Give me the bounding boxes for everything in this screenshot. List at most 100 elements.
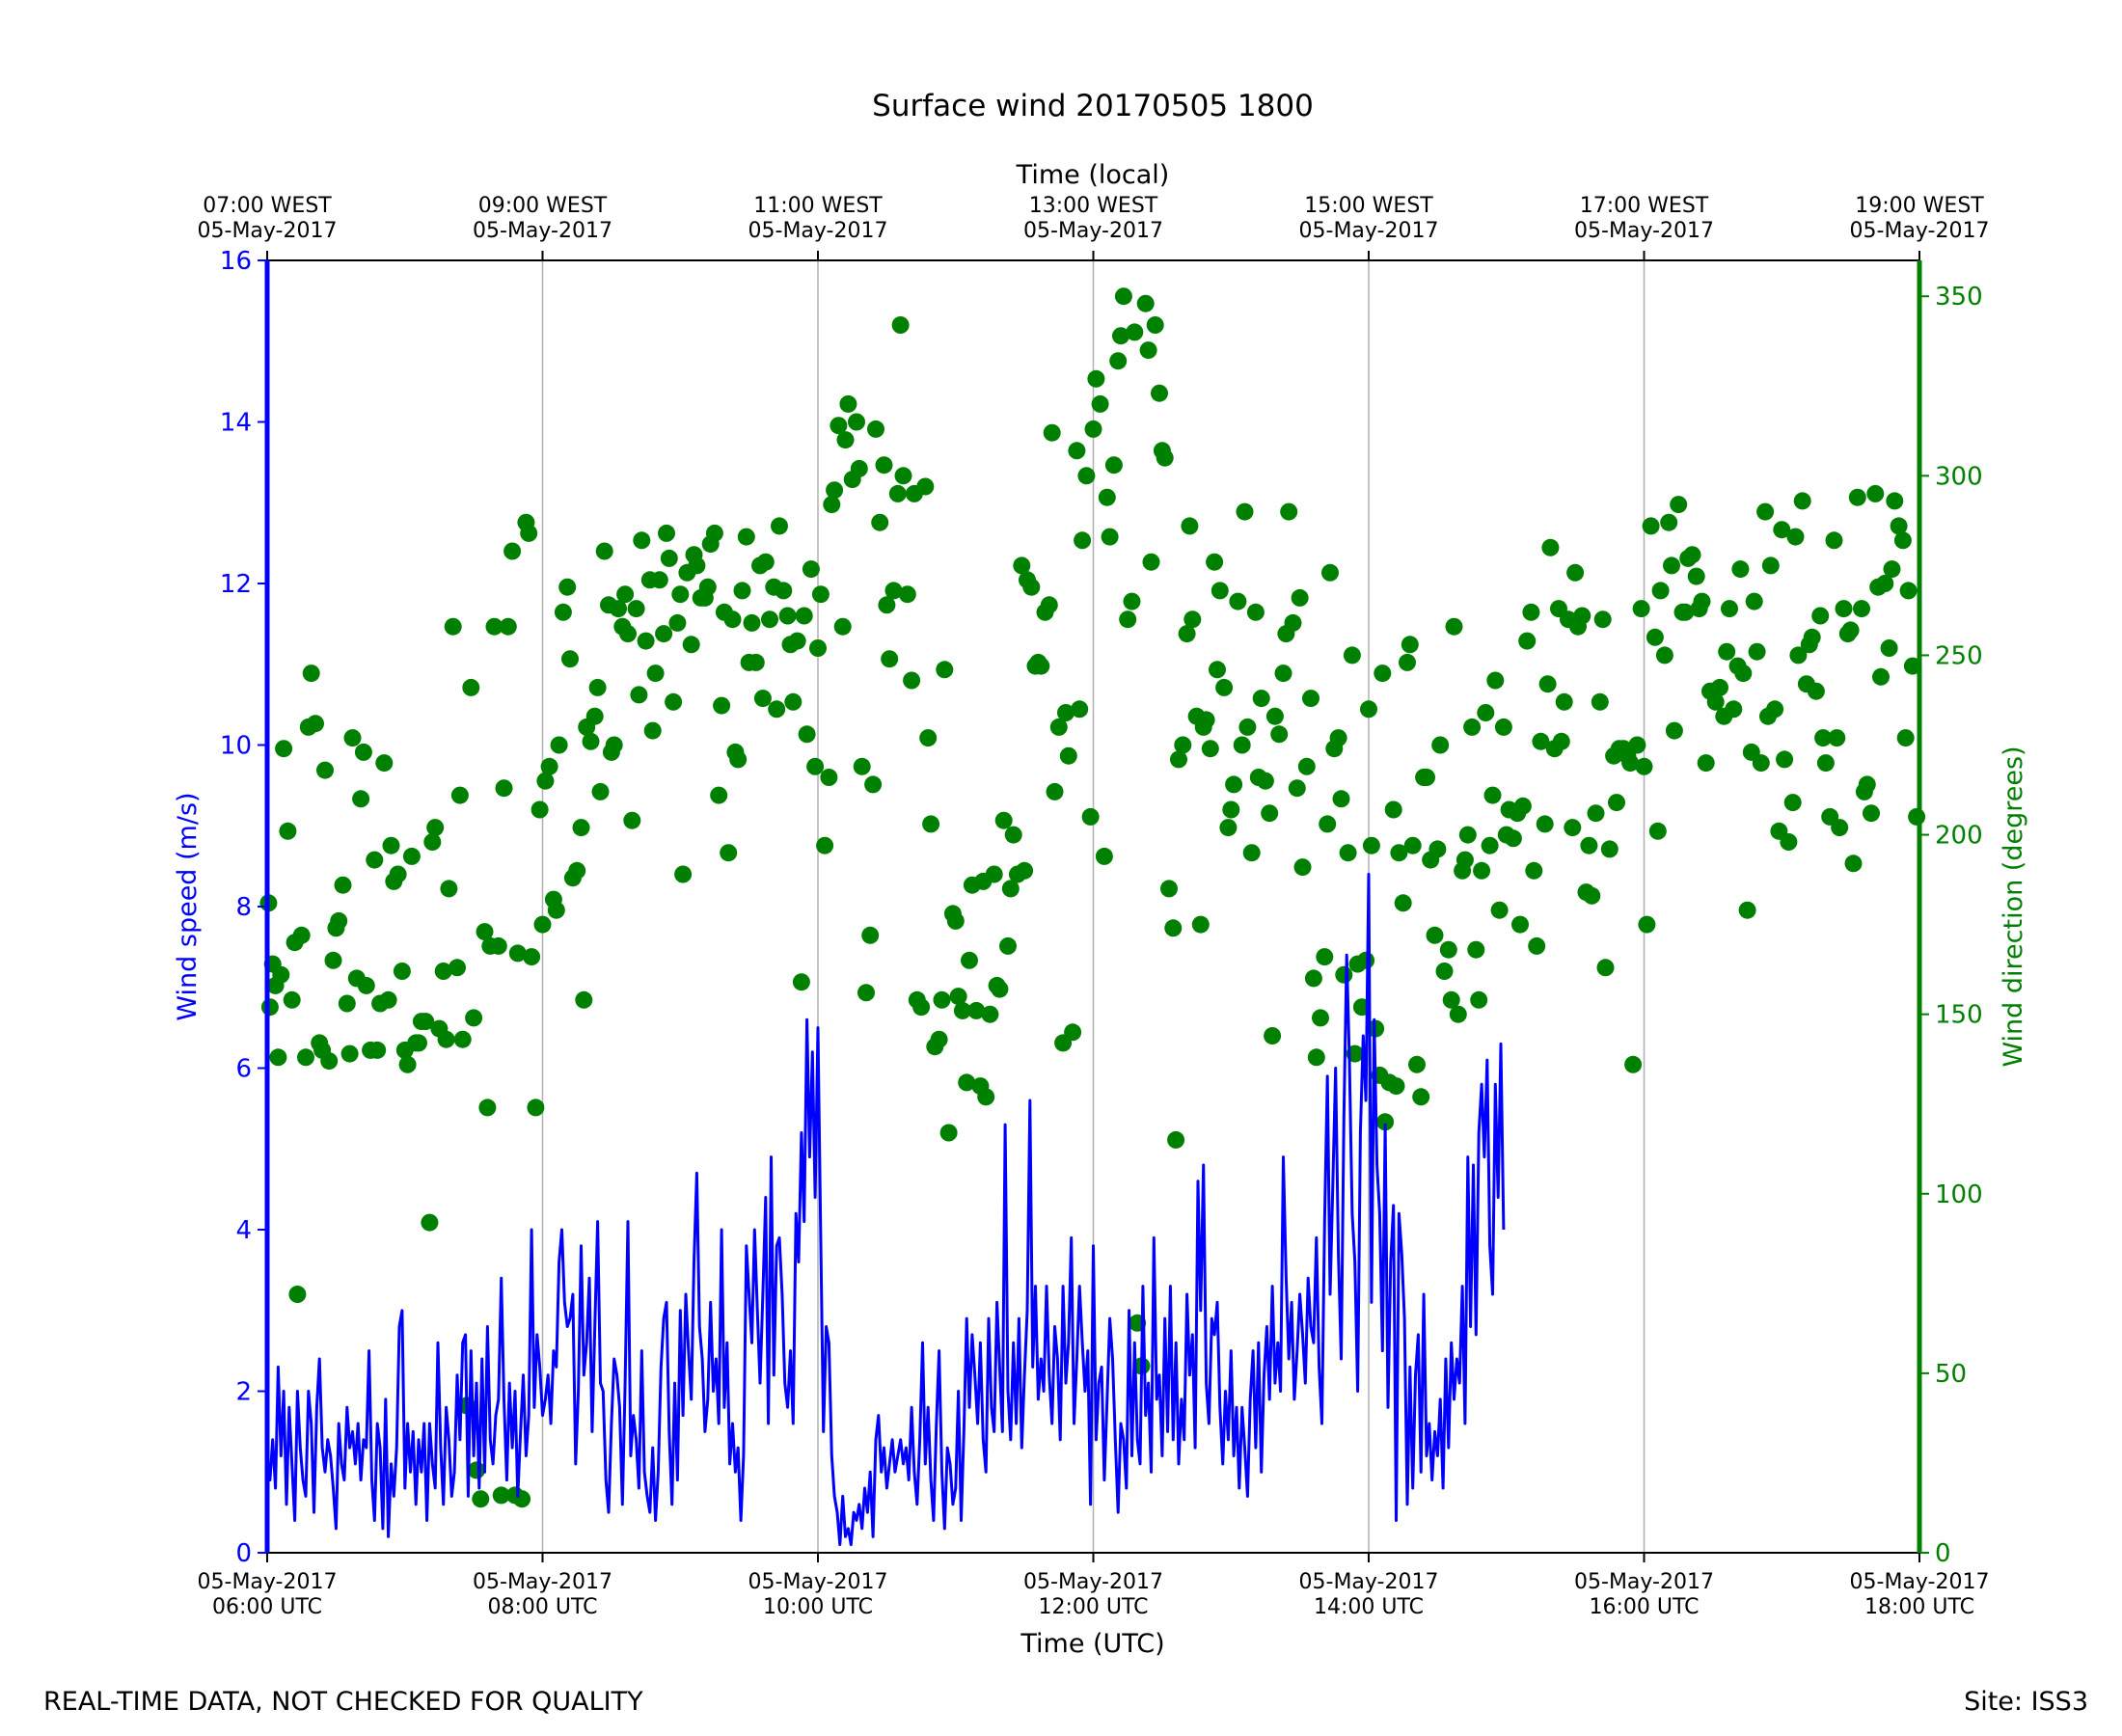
direction-point	[977, 1088, 995, 1106]
direction-point	[1442, 990, 1460, 1009]
direction-point	[665, 692, 683, 711]
direction-point	[1807, 682, 1825, 700]
direction-point	[826, 481, 844, 500]
direction-point	[1583, 886, 1601, 905]
direction-point	[809, 639, 827, 657]
top-tick-date: 05-May-2017	[1574, 219, 1714, 243]
direction-point	[610, 600, 627, 618]
direction-point	[903, 671, 921, 690]
direction-point	[1734, 665, 1753, 683]
direction-point	[269, 1048, 287, 1067]
direction-point	[660, 549, 678, 567]
direction-point	[499, 617, 517, 636]
direction-point	[671, 585, 690, 604]
direction-point	[1552, 732, 1570, 750]
direction-point	[595, 542, 613, 560]
direction-point	[1525, 861, 1543, 880]
direction-point	[1439, 940, 1457, 959]
direction-point	[1511, 915, 1529, 934]
x-tick-time: 14:00 UTC	[1314, 1595, 1424, 1619]
direction-point	[450, 786, 469, 804]
direction-point	[379, 990, 397, 1009]
direction-point	[1403, 836, 1422, 854]
direction-point	[352, 790, 370, 808]
direction-point	[1288, 779, 1306, 798]
direction-point	[853, 757, 871, 775]
direction-point	[643, 721, 662, 740]
direction-point	[1201, 740, 1219, 758]
direction-point	[953, 1001, 971, 1019]
x-tick-time: 16:00 UTC	[1589, 1595, 1699, 1619]
direction-point	[1146, 316, 1164, 334]
direction-point	[1683, 546, 1701, 564]
speed-line	[265, 873, 1506, 1547]
direction-point	[627, 600, 645, 618]
direction-point	[1470, 990, 1488, 1009]
direction-point	[1463, 718, 1482, 736]
direction-point	[1233, 736, 1251, 754]
direction-point	[1663, 556, 1680, 575]
direction-point	[1646, 628, 1664, 646]
x-tick-date: 05-May-2017	[1850, 1570, 1990, 1594]
direction-point	[489, 936, 507, 955]
direction-point	[1091, 394, 1109, 413]
direction-point	[1057, 704, 1075, 721]
direction-point	[260, 998, 279, 1017]
direction-point	[340, 1044, 359, 1063]
direction-point	[713, 696, 731, 715]
y-tick-label: 2	[235, 1378, 252, 1407]
direction-point	[1242, 844, 1261, 862]
direction-point	[761, 610, 778, 629]
direction-point	[871, 513, 889, 531]
direction-point	[1252, 690, 1270, 708]
direction-point	[402, 847, 421, 865]
direction-point	[1319, 815, 1337, 833]
direction-point	[468, 1461, 485, 1479]
direction-point	[768, 700, 786, 719]
top-tick-time: 11:00 WEST	[753, 194, 883, 218]
direction-point	[1068, 442, 1086, 460]
direction-point	[523, 948, 541, 966]
y-tick-label: 4	[235, 1216, 252, 1245]
direction-point	[1222, 800, 1240, 819]
direction-point	[1401, 636, 1419, 654]
direction-point	[485, 617, 503, 636]
direction-point	[756, 553, 775, 571]
direction-point	[864, 775, 883, 794]
direction-point	[1238, 718, 1257, 736]
direction-point	[1670, 496, 1688, 514]
direction-point	[410, 1034, 427, 1052]
direction-point	[802, 560, 820, 579]
direction-point	[939, 1124, 958, 1142]
direction-point	[1876, 575, 1894, 592]
direction-point	[1573, 607, 1592, 625]
direction-point	[1541, 538, 1560, 556]
direction-point	[806, 757, 825, 775]
x-axis-label: Time (UTC)	[1020, 1629, 1164, 1659]
chart-title: Surface wind 20170505 1800	[872, 89, 1314, 123]
direction-point	[894, 467, 912, 485]
direction-point	[1329, 729, 1347, 747]
direction-point	[688, 556, 706, 575]
direction-point	[588, 678, 607, 696]
direction-point	[1384, 800, 1402, 819]
direction-point	[981, 1005, 999, 1023]
x-tick-date: 05-May-2017	[1023, 1570, 1163, 1594]
direction-point	[1711, 678, 1728, 696]
direction-point	[283, 990, 301, 1009]
direction-point	[633, 531, 651, 550]
direction-point	[623, 811, 641, 829]
top-tick-time: 17:00 WEST	[1580, 194, 1709, 218]
direction-point	[472, 1490, 490, 1508]
direction-point	[830, 417, 848, 435]
top-tick-date: 05-May-2017	[1023, 219, 1163, 243]
direction-point	[898, 585, 916, 604]
direction-point	[936, 661, 954, 679]
direction-point	[857, 984, 875, 1002]
direction-point	[1312, 1009, 1329, 1027]
direction-point	[393, 963, 411, 980]
direction-point	[1490, 901, 1509, 919]
direction-point	[1390, 844, 1408, 862]
direction-point	[1332, 790, 1350, 808]
